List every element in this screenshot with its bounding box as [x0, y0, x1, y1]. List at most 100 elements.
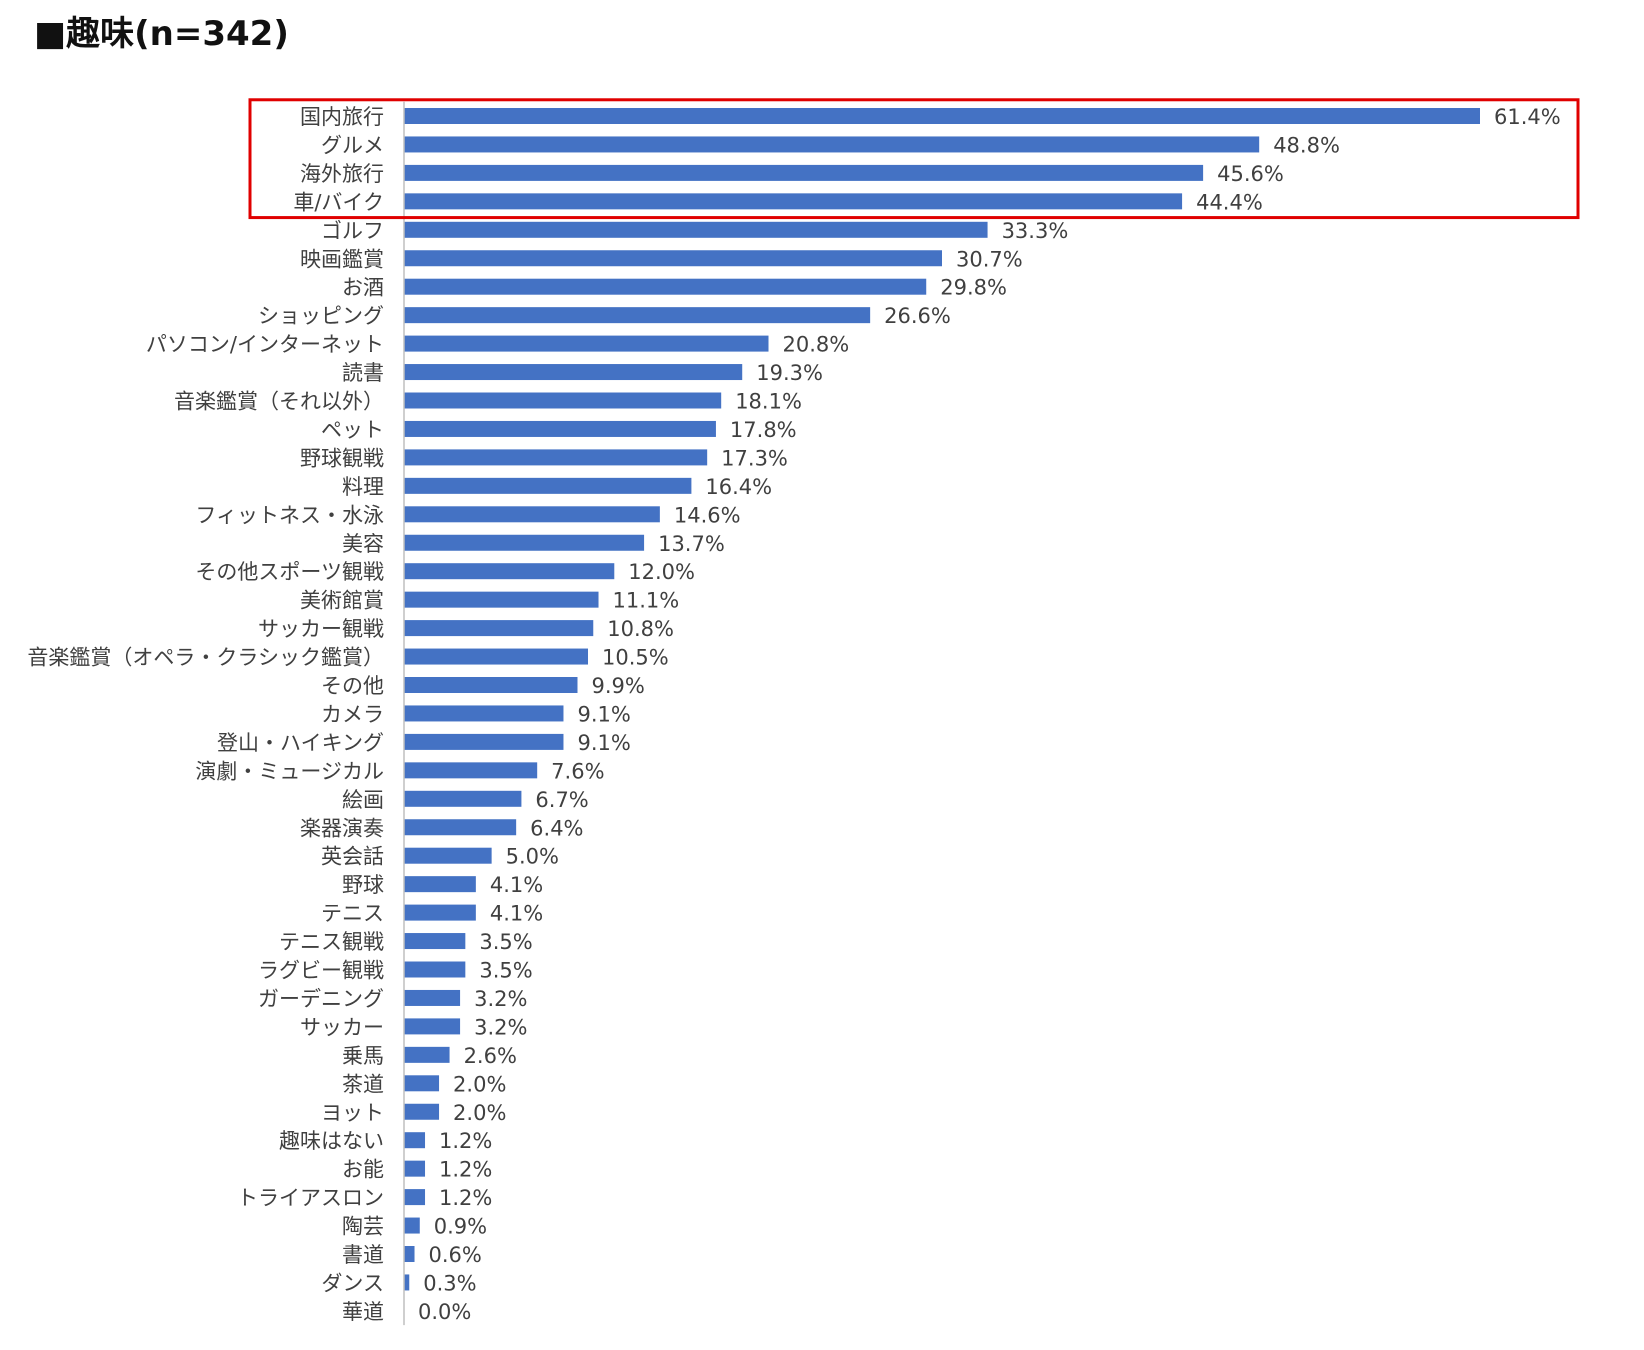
value-label: 2.0% [453, 1101, 506, 1125]
value-label: 45.6% [1217, 162, 1284, 186]
bar [404, 620, 594, 637]
bar [404, 108, 1480, 124]
category-label: フィットネス・水泳 [195, 503, 384, 527]
value-label: 3.5% [479, 930, 532, 954]
value-label: 11.1% [613, 589, 680, 613]
bar [404, 136, 1260, 153]
bar [404, 591, 599, 608]
value-label: 19.3% [756, 361, 823, 385]
bar [404, 1046, 450, 1063]
value-label: 10.5% [602, 646, 669, 670]
category-label: 読書 [342, 361, 384, 385]
category-label: 趣味はない [279, 1129, 384, 1153]
category-label: カメラ [321, 702, 384, 726]
value-label: 1.2% [439, 1129, 492, 1153]
bar [404, 1132, 426, 1149]
category-label: 華道 [342, 1300, 384, 1324]
category-label: サッカー観戦 [258, 617, 384, 641]
category-label: 料理 [342, 475, 384, 499]
value-label: 5.0% [506, 845, 559, 869]
value-label: 29.8% [940, 276, 1007, 300]
bar [404, 534, 645, 551]
category-label: ラグビー観戦 [258, 959, 384, 983]
value-label: 3.5% [479, 959, 532, 983]
category-label: 国内旅行 [300, 105, 384, 129]
category-label: 茶道 [342, 1072, 384, 1096]
value-label: 33.3% [1002, 219, 1069, 243]
bar [404, 961, 466, 978]
category-label: 野球観戦 [300, 446, 384, 470]
bar [404, 933, 466, 950]
category-label: 音楽鑑賞（オペラ・クラシック鑑賞） [27, 646, 384, 670]
category-label: 乗馬 [342, 1044, 384, 1068]
category-label: 映画鑑賞 [300, 247, 384, 271]
bar [404, 278, 927, 295]
value-label: 10.8% [607, 617, 674, 641]
value-label: 26.6% [884, 304, 951, 328]
category-label: その他 [321, 674, 384, 698]
bar [404, 847, 492, 864]
category-label: 絵画 [342, 788, 384, 812]
value-label: 30.7% [956, 247, 1023, 271]
bar [404, 1274, 410, 1291]
bar [404, 164, 1204, 181]
bar [404, 648, 589, 665]
category-label: お能 [342, 1158, 384, 1182]
value-label: 61.4% [1494, 105, 1561, 129]
bar [404, 762, 538, 779]
value-label: 12.0% [628, 560, 695, 584]
category-label: 英会話 [321, 845, 384, 869]
value-label: 6.7% [535, 788, 588, 812]
bar [404, 876, 476, 893]
value-label: 0.6% [429, 1243, 482, 1267]
category-label: 美術館賞 [300, 589, 384, 613]
value-label: 9.9% [591, 674, 644, 698]
chart-title: ■趣味(n=342) [34, 14, 289, 54]
category-label: その他スポーツ観戦 [195, 560, 384, 584]
bar [404, 506, 660, 523]
bar [404, 1075, 440, 1092]
category-label: ゴルフ [321, 219, 384, 243]
value-label: 17.8% [730, 418, 797, 442]
bar [404, 420, 716, 437]
bar [404, 392, 722, 409]
value-label: 3.2% [474, 1015, 527, 1039]
bar [404, 733, 564, 750]
category-label: ヨット [321, 1101, 384, 1125]
highlight-box [248, 98, 1580, 220]
bar [404, 563, 615, 580]
category-label: グルメ [321, 133, 384, 157]
bar [404, 307, 871, 324]
value-label: 9.1% [577, 731, 630, 755]
bar [404, 477, 692, 494]
value-label: 0.0% [418, 1300, 471, 1324]
bar [404, 250, 942, 267]
value-label: 20.8% [783, 333, 850, 357]
bar [404, 1018, 461, 1035]
bar [404, 677, 578, 693]
bars-group [404, 108, 1480, 1291]
bar [404, 1246, 415, 1262]
bar [404, 364, 743, 381]
value-label: 48.8% [1273, 133, 1340, 157]
value-label: 6.4% [530, 816, 583, 840]
value-label: 13.7% [658, 532, 725, 556]
value-label: 1.2% [439, 1158, 492, 1182]
category-label: お酒 [342, 276, 384, 300]
value-label: 9.1% [577, 702, 630, 726]
value-label: 18.1% [735, 390, 802, 414]
value-label: 3.2% [474, 987, 527, 1011]
value-label: 2.6% [464, 1044, 517, 1068]
category-label: パソコン/インターネット [146, 333, 384, 357]
category-label: 楽器演奏 [300, 816, 384, 840]
category-label: 音楽鑑賞（それ以外） [174, 390, 384, 414]
category-label: ガーデニング [258, 987, 384, 1011]
bar [404, 193, 1183, 210]
bar [404, 705, 564, 722]
category-label: ショッピング [258, 304, 384, 328]
category-label: 登山・ハイキング [217, 731, 384, 755]
category-labels-group: 国内旅行グルメ海外旅行車/バイクゴルフ映画鑑賞お酒ショッピングパソコン/インター… [27, 105, 384, 1324]
bar [404, 1189, 426, 1206]
value-label: 44.4% [1196, 190, 1263, 214]
